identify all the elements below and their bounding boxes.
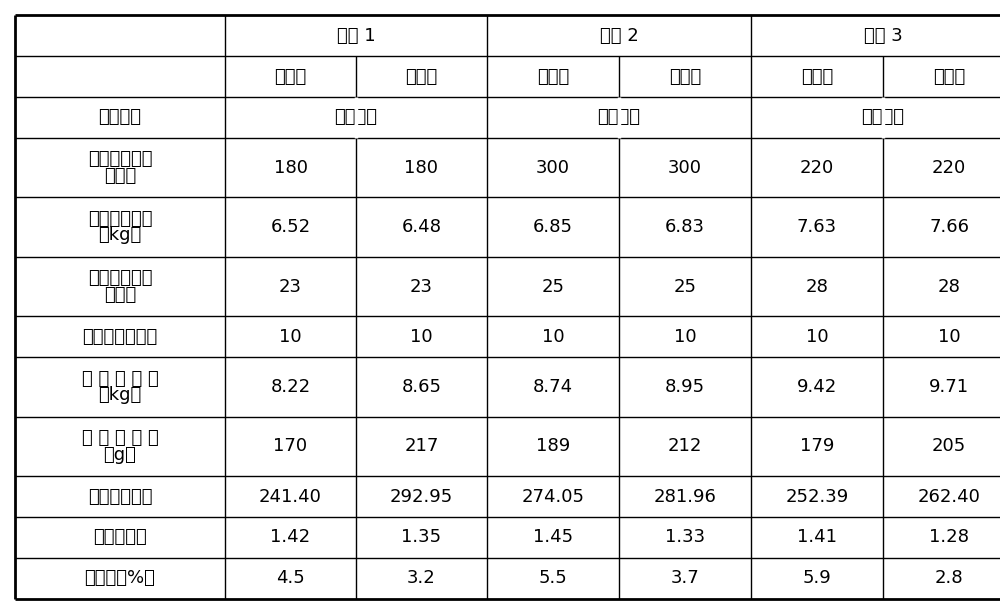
Text: 试验组: 试验组 — [669, 68, 701, 85]
Text: 220: 220 — [932, 158, 966, 177]
Text: 179: 179 — [800, 437, 834, 456]
Text: 292.95: 292.95 — [390, 488, 453, 505]
Text: 189: 189 — [536, 437, 570, 456]
Text: 3.2: 3.2 — [407, 569, 436, 587]
Text: 5.5: 5.5 — [539, 569, 567, 587]
Text: 10: 10 — [279, 328, 302, 346]
Text: 262.40: 262.40 — [918, 488, 980, 505]
Text: 274.05: 274.05 — [521, 488, 584, 505]
Text: 试验组: 试验组 — [405, 68, 438, 85]
Text: （g）: （g） — [104, 446, 136, 464]
Text: 试验 1: 试验 1 — [337, 27, 375, 45]
Text: 广西南宁: 广西南宁 — [334, 109, 378, 126]
Text: 23: 23 — [279, 278, 302, 295]
Text: 300: 300 — [536, 158, 570, 177]
Text: 试验 2: 试验 2 — [600, 27, 638, 45]
Text: 5.9: 5.9 — [803, 569, 831, 587]
Text: 8.65: 8.65 — [402, 378, 442, 396]
Text: 170: 170 — [273, 437, 308, 456]
Text: 9.42: 9.42 — [797, 378, 837, 396]
Text: 1.35: 1.35 — [401, 529, 442, 546]
Text: 7.63: 7.63 — [797, 218, 837, 236]
Text: 对照组: 对照组 — [801, 68, 833, 85]
Text: 河南漯河: 河南漯河 — [862, 109, 904, 126]
Text: 23: 23 — [410, 278, 433, 295]
Text: （头）: （头） — [104, 167, 136, 185]
Text: 7.66: 7.66 — [929, 218, 969, 236]
Text: 10: 10 — [806, 328, 828, 346]
Text: （天）: （天） — [104, 286, 136, 304]
Text: 试验组: 试验组 — [933, 68, 965, 85]
Text: 25: 25 — [674, 278, 696, 295]
Text: 8.95: 8.95 — [665, 378, 705, 396]
Text: 1.42: 1.42 — [270, 529, 311, 546]
Text: 对照组: 对照组 — [537, 68, 569, 85]
Text: 217: 217 — [404, 437, 439, 456]
Text: 广东开平: 广东开平 — [598, 109, 640, 126]
Text: 28: 28 — [806, 278, 828, 295]
Text: 试验初始均重: 试验初始均重 — [88, 210, 152, 228]
Text: 205: 205 — [932, 437, 966, 456]
Text: 4.5: 4.5 — [276, 569, 305, 587]
Text: 180: 180 — [404, 158, 438, 177]
Text: 平 均 日 增 重: 平 均 日 增 重 — [82, 429, 158, 447]
Text: 1.33: 1.33 — [665, 529, 705, 546]
Text: 180: 180 — [274, 158, 308, 177]
Text: 10: 10 — [410, 328, 433, 346]
Text: 220: 220 — [800, 158, 834, 177]
Text: 2.8: 2.8 — [935, 569, 963, 587]
Text: 试验 3: 试验 3 — [864, 27, 902, 45]
Text: （kg）: （kg） — [98, 227, 142, 244]
Text: 10: 10 — [674, 328, 696, 346]
Text: 252.39: 252.39 — [785, 488, 849, 505]
Text: 8.74: 8.74 — [533, 378, 573, 396]
Text: 241.40: 241.40 — [259, 488, 322, 505]
Text: 28: 28 — [938, 278, 960, 295]
Text: 1.28: 1.28 — [929, 529, 969, 546]
Text: 试 验 末 均 重: 试 验 末 均 重 — [82, 370, 158, 387]
Text: 25: 25 — [541, 278, 564, 295]
Text: 8.22: 8.22 — [270, 378, 311, 396]
Text: 3.7: 3.7 — [671, 569, 699, 587]
Text: 212: 212 — [668, 437, 702, 456]
Text: 1.45: 1.45 — [533, 529, 573, 546]
Text: 9.71: 9.71 — [929, 378, 969, 396]
Text: 平均料肉比: 平均料肉比 — [93, 529, 147, 546]
Text: 281.96: 281.96 — [654, 488, 716, 505]
Text: 10: 10 — [938, 328, 960, 346]
Text: 6.52: 6.52 — [270, 218, 311, 236]
Text: 腹治率（%）: 腹治率（%） — [85, 569, 155, 587]
Text: 平均断奶日龄: 平均断奶日龄 — [88, 270, 152, 287]
Text: 试验周期（天）: 试验周期（天） — [82, 328, 158, 346]
Text: （kg）: （kg） — [98, 386, 142, 404]
Text: 试验地点: 试验地点 — [98, 109, 142, 126]
Text: 6.48: 6.48 — [402, 218, 442, 236]
Text: 平均日采食量: 平均日采食量 — [88, 488, 152, 505]
Text: 10: 10 — [542, 328, 564, 346]
Text: 试验仔猪数量: 试验仔猪数量 — [88, 150, 152, 168]
Text: 对照组: 对照组 — [274, 68, 307, 85]
Text: 6.83: 6.83 — [665, 218, 705, 236]
Text: 6.85: 6.85 — [533, 218, 573, 236]
Text: 1.41: 1.41 — [797, 529, 837, 546]
Text: 300: 300 — [668, 158, 702, 177]
